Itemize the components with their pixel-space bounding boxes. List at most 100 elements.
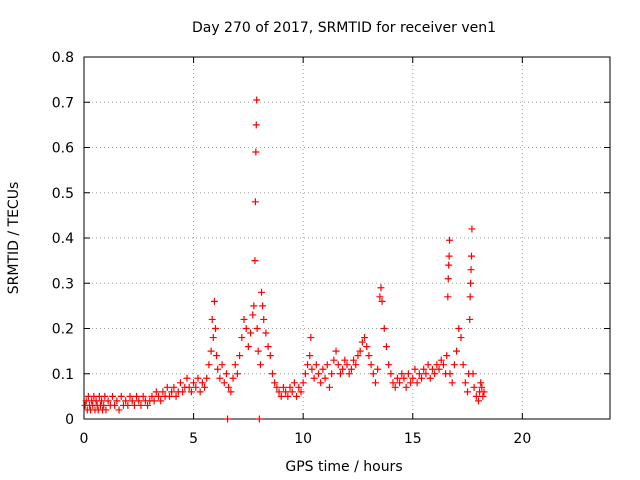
data-point <box>470 383 478 391</box>
data-point <box>467 266 475 274</box>
x-tick-label: 0 <box>80 431 89 447</box>
data-point <box>453 347 461 355</box>
y-tick-label: 0.1 <box>52 367 74 383</box>
data-point <box>363 343 371 351</box>
data-point <box>358 338 366 346</box>
data-point <box>371 379 379 387</box>
data-point <box>319 365 327 373</box>
data-point <box>459 361 467 369</box>
data-point <box>240 315 248 323</box>
data-point <box>325 383 333 391</box>
data-point <box>194 374 202 382</box>
data-point <box>148 392 156 400</box>
x-tick-label: 5 <box>189 431 198 447</box>
data-point <box>334 361 342 369</box>
data-point <box>258 288 266 296</box>
data-point <box>467 252 475 260</box>
data-point <box>144 401 152 409</box>
data-point <box>445 261 453 269</box>
data-point <box>198 379 206 387</box>
data-point <box>126 392 134 400</box>
data-point <box>133 392 141 400</box>
data-point <box>279 383 287 391</box>
data-point <box>347 365 355 373</box>
data-point <box>330 356 338 364</box>
data-point <box>152 388 160 396</box>
data-point <box>450 361 458 369</box>
data-point <box>428 365 436 373</box>
x-tick-label: 10 <box>294 431 312 447</box>
data-point <box>367 361 375 369</box>
data-point <box>295 383 303 391</box>
data-point <box>214 365 222 373</box>
data-point <box>435 365 443 373</box>
data-point <box>350 356 358 364</box>
data-point <box>396 379 404 387</box>
data-points <box>81 96 488 423</box>
data-point <box>448 379 456 387</box>
data-point <box>176 379 184 387</box>
data-point <box>209 334 217 342</box>
data-point <box>229 374 237 382</box>
data-point <box>304 361 312 369</box>
data-point <box>398 370 406 378</box>
data-point <box>98 397 106 405</box>
data-point <box>254 347 262 355</box>
data-point <box>356 347 364 355</box>
data-point <box>249 311 257 319</box>
y-axis: 0 0.1 0.2 0.3 0.4 0.5 0.6 0.7 0.8 <box>52 50 610 428</box>
y-tick-label: 0.3 <box>52 276 74 292</box>
data-point <box>426 374 434 382</box>
data-point <box>115 406 123 414</box>
data-point <box>312 361 320 369</box>
data-point <box>433 361 441 369</box>
data-point <box>307 334 315 342</box>
data-point <box>268 370 276 378</box>
data-point <box>251 198 259 206</box>
data-point <box>321 374 329 382</box>
data-point <box>253 325 261 332</box>
y-tick-label: 0.7 <box>52 95 74 111</box>
data-point <box>101 392 109 400</box>
data-point <box>293 392 301 400</box>
data-point <box>196 388 204 396</box>
data-point <box>247 329 255 337</box>
data-point <box>437 356 445 364</box>
data-point <box>411 365 419 373</box>
data-point <box>236 352 244 360</box>
data-point <box>275 388 283 396</box>
data-point <box>130 401 138 409</box>
data-point <box>391 383 399 391</box>
data-point <box>315 370 323 378</box>
data-point <box>343 361 351 369</box>
data-point <box>216 374 224 382</box>
y-tick-label: 0.8 <box>52 50 74 66</box>
data-point <box>446 370 454 378</box>
data-point <box>457 334 465 342</box>
data-point <box>233 370 241 378</box>
data-point <box>231 361 239 369</box>
data-point <box>163 383 171 391</box>
data-point <box>352 361 360 369</box>
data-point <box>409 374 417 382</box>
data-point <box>466 293 474 301</box>
data-point <box>159 388 167 396</box>
data-point <box>253 96 261 104</box>
data-point <box>183 374 191 382</box>
data-point <box>464 388 472 396</box>
data-point <box>341 356 349 364</box>
data-point <box>264 343 272 351</box>
data-point <box>469 370 477 378</box>
data-point <box>251 257 259 265</box>
data-point <box>374 365 382 373</box>
data-point <box>250 302 258 310</box>
data-point <box>415 370 423 378</box>
y-tick-label: 0.2 <box>52 322 74 338</box>
data-point <box>301 370 309 378</box>
data-point <box>461 379 469 387</box>
data-point <box>439 361 447 369</box>
data-point <box>336 370 344 378</box>
data-point <box>224 415 232 423</box>
data-point <box>122 397 130 405</box>
data-point <box>187 388 195 396</box>
